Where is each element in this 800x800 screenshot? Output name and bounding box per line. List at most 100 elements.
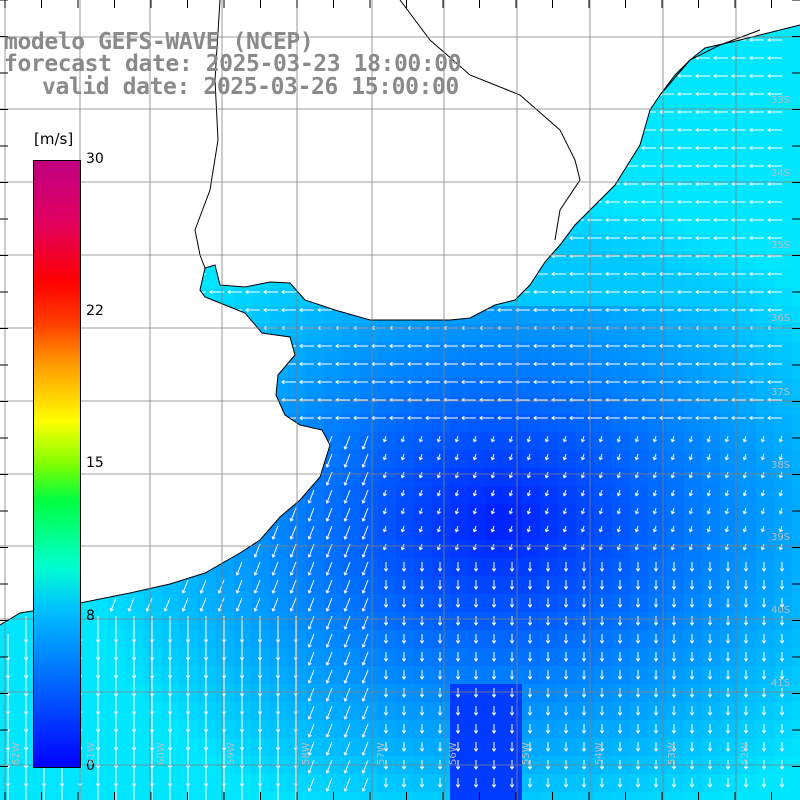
wind-arrow — [671, 489, 675, 496]
wind-arrow — [527, 453, 531, 460]
wind-arrow-head — [749, 217, 753, 223]
wind-arrow-head — [299, 361, 303, 367]
wind-arrow — [761, 453, 765, 460]
wind-arrow-head — [343, 481, 348, 486]
wind-arrow-head — [383, 766, 389, 770]
wind-arrow-head — [617, 676, 623, 680]
wind-arrow — [362, 453, 369, 468]
wind-arrow-head — [526, 438, 531, 443]
wind-arrow — [362, 651, 369, 666]
wind-arrow-head — [599, 766, 605, 770]
wind-arrow-head — [491, 604, 497, 608]
wind-arrow-head — [526, 546, 531, 551]
wind-arrow-head — [725, 568, 731, 572]
wind-arrow-head — [400, 492, 405, 497]
wind-arrow — [290, 597, 297, 612]
wind-arrow-head — [515, 307, 519, 313]
wind-arrow-head — [743, 640, 749, 644]
wind-arrow-head — [580, 456, 585, 461]
wind-arrow-head — [767, 271, 771, 277]
wind-arrow-head — [419, 748, 425, 752]
wind-arrow-head — [551, 289, 555, 295]
wind-arrow — [635, 507, 639, 514]
wind-arrow — [509, 435, 513, 442]
wind-arrow — [491, 525, 495, 532]
wind-arrow-head — [695, 55, 699, 61]
wind-arrow-head — [641, 343, 645, 349]
wind-arrow-head — [580, 474, 585, 479]
wind-arrow — [491, 543, 495, 550]
wind-arrow-head — [659, 181, 663, 187]
wind-arrow-head — [199, 607, 204, 612]
wind-arrow — [635, 525, 639, 532]
wind-arrow-head — [695, 271, 699, 277]
wind-arrow-head — [472, 510, 477, 515]
wind-arrow-head — [761, 766, 767, 770]
wind-arrow-head — [689, 586, 695, 590]
wind-arrow — [761, 525, 765, 532]
wind-arrow-head — [635, 568, 641, 572]
wind-arrow-head — [389, 343, 393, 349]
wind-arrow-head — [382, 510, 387, 515]
wind-arrow-head — [289, 553, 294, 558]
wind-arrow-head — [689, 766, 695, 770]
lat-label: 41S — [771, 678, 791, 689]
wind-arrow-head — [677, 217, 681, 223]
wind-arrow-head — [401, 766, 407, 770]
wind-arrow-head — [689, 694, 695, 698]
lon-label: 54W — [594, 742, 605, 765]
wind-arrow — [200, 579, 207, 594]
wind-arrow-head — [671, 658, 677, 662]
wind-arrow-head — [418, 474, 423, 479]
wind-arrow-head — [707, 730, 713, 734]
wind-arrow-head — [688, 492, 693, 497]
wind-arrow-head — [473, 766, 479, 770]
wind-arrow-head — [508, 492, 513, 497]
wind-arrow — [236, 561, 243, 576]
wind-arrow-head — [635, 730, 641, 734]
wind-arrow-head — [527, 658, 533, 662]
wind-arrow-head — [271, 553, 276, 558]
wind-arrow-head — [289, 607, 294, 612]
wind-arrow — [545, 507, 549, 514]
wind-arrow-head — [695, 145, 699, 151]
wind-arrow-head — [545, 568, 551, 572]
wind-arrow-head — [677, 361, 681, 367]
wind-arrow — [344, 489, 351, 504]
wind-arrow-head — [307, 715, 312, 720]
wind-arrow — [326, 561, 333, 576]
wind-arrow-head — [281, 289, 285, 295]
wind-arrow-head — [581, 586, 587, 590]
wind-arrow-head — [749, 289, 753, 295]
wind-arrow-head — [361, 661, 366, 666]
wind-arrow-head — [545, 748, 551, 752]
wind-arrow-head — [317, 343, 321, 349]
wind-arrow — [419, 525, 423, 532]
title-model: modelo GEFS-WAVE (NCEP) — [4, 29, 314, 55]
wind-arrow — [326, 687, 333, 702]
wind-arrow-head — [407, 415, 411, 421]
wind-arrow — [779, 543, 783, 550]
wind-arrow — [617, 543, 621, 550]
wind-arrow-head — [455, 622, 461, 626]
wind-arrow-head — [562, 438, 567, 443]
wind-arrow-head — [677, 415, 681, 421]
wind-arrow-head — [563, 568, 569, 572]
wind-arrow-head — [425, 343, 429, 349]
wind-arrow-head — [325, 661, 330, 666]
wind-arrow-head — [454, 546, 459, 551]
wind-arrow-head — [749, 109, 753, 115]
wind-arrow — [599, 543, 603, 550]
wind-arrow-head — [767, 289, 771, 295]
wind-arrow-head — [569, 307, 573, 313]
wind-arrow-head — [527, 748, 533, 752]
wind-arrow-head — [245, 289, 249, 295]
wind-arrow — [545, 435, 549, 442]
wind-arrow — [308, 597, 315, 612]
wind-arrow-head — [616, 474, 621, 479]
wind-arrow-head — [569, 271, 573, 277]
wind-arrow-head — [253, 589, 258, 594]
wind-arrow-head — [713, 55, 717, 61]
wind-arrow-head — [731, 109, 735, 115]
wind-arrow — [308, 705, 315, 720]
